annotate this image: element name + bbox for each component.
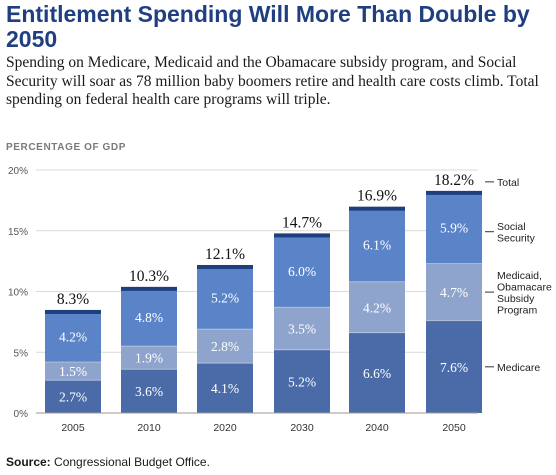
legend-medicaid: Subsidy xyxy=(497,293,535,305)
bar-value-label-medicaid: 4.2% xyxy=(363,300,391,315)
bar-value-label-social-security: 5.9% xyxy=(440,221,468,236)
legend-medicaid: Program xyxy=(497,304,538,316)
bar-medicaid xyxy=(274,307,330,350)
bar-top-cap xyxy=(274,233,330,238)
bar-medicare xyxy=(197,363,253,413)
bar-social-security xyxy=(426,191,482,264)
bar-top-cap xyxy=(349,206,405,211)
y-tick-label: 15% xyxy=(8,227,28,238)
bar-top-cap xyxy=(121,286,177,291)
bar-value-label-medicare: 4.1% xyxy=(211,381,239,396)
legend-medicaid: Medicaid, xyxy=(497,270,542,282)
y-tick-label: 20% xyxy=(8,166,28,177)
bar-medicaid xyxy=(121,346,177,370)
x-tick-label: 2040 xyxy=(365,422,389,434)
bar-medicare xyxy=(274,349,330,413)
bar-value-label-medicare: 5.2% xyxy=(288,374,316,389)
bar-value-label-medicare: 3.6% xyxy=(135,384,163,399)
source-note: Source: Congressional Budget Office. xyxy=(6,455,210,469)
x-tick-label: 2005 xyxy=(61,422,85,434)
bar-medicaid xyxy=(197,329,253,364)
bar-medicare xyxy=(426,320,482,413)
y-tick-label: 0% xyxy=(14,409,29,420)
unit-label: PERCENTAGE OF GDP xyxy=(6,142,127,153)
stacked-bar-chart: 0% 5% 10% 15% 20% 2.7% 1.5% 4.2% 8.3% 2005 3.6% 1.9… xyxy=(8,166,552,434)
bar-total-label: 12.1% xyxy=(205,246,245,263)
bar-total-label: 16.9% xyxy=(357,188,397,205)
bar-total-label: 10.3% xyxy=(129,268,169,285)
source-label: Source: xyxy=(6,455,51,469)
legend-medicare: Medicare xyxy=(497,362,540,374)
chart-title: Entitlement Spending Will More Than Doub… xyxy=(6,1,530,52)
bar-top-cap xyxy=(426,190,482,195)
bar-medicaid xyxy=(349,281,405,333)
bar-value-label-medicare: 6.6% xyxy=(363,366,391,381)
x-tick-label: 2010 xyxy=(137,422,161,434)
bar-social-security xyxy=(45,310,101,362)
bar-value-label-social-security: 5.2% xyxy=(211,291,239,306)
chart-subtitle: Spending on Medicare, Medicaid and the O… xyxy=(6,54,539,108)
bar-total-label: 18.2% xyxy=(434,172,474,189)
bar-top-cap xyxy=(45,309,101,314)
bar-social-security xyxy=(349,207,405,282)
bar-medicaid xyxy=(426,263,482,321)
bar-medicare xyxy=(45,380,101,413)
bar-medicare xyxy=(121,369,177,413)
bar-value-label-social-security: 4.8% xyxy=(135,310,163,325)
x-tick-label: 2050 xyxy=(442,422,466,434)
bar-top-cap xyxy=(197,264,253,269)
y-tick-label: 5% xyxy=(14,348,29,359)
bar-value-label-medicaid: 1.5% xyxy=(59,364,87,379)
legend-medicaid: Obamacare xyxy=(497,281,552,293)
bar-social-security xyxy=(121,287,177,347)
legend-total: Total xyxy=(497,177,519,189)
bar-value-label-social-security: 6.0% xyxy=(288,264,316,279)
x-tick-label: 2030 xyxy=(290,422,314,434)
bar-value-label-social-security: 4.2% xyxy=(59,329,87,344)
bar-medicaid xyxy=(45,361,101,381)
y-tick-label: 10% xyxy=(8,288,28,299)
bar-value-label-medicare: 7.6% xyxy=(440,360,468,375)
bar-value-label-social-security: 6.1% xyxy=(363,238,391,253)
bar-total-label: 14.7% xyxy=(282,214,322,231)
bar-value-label-medicaid: 2.8% xyxy=(211,339,239,354)
bar-social-security xyxy=(197,265,253,330)
bar-value-label-medicare: 2.7% xyxy=(59,390,87,405)
bar-value-label-medicaid: 3.5% xyxy=(288,322,316,337)
legend-social-security: Security xyxy=(497,232,536,244)
legend-social-security: Social xyxy=(497,221,526,233)
bar-social-security xyxy=(274,234,330,308)
source-text: Congressional Budget Office. xyxy=(54,455,210,469)
bar-medicare xyxy=(349,332,405,413)
bar-value-label-medicaid: 4.7% xyxy=(440,285,468,300)
bar-total-label: 8.3% xyxy=(57,291,89,308)
x-tick-label: 2020 xyxy=(213,422,237,434)
bar-value-label-medicaid: 1.9% xyxy=(135,351,163,366)
